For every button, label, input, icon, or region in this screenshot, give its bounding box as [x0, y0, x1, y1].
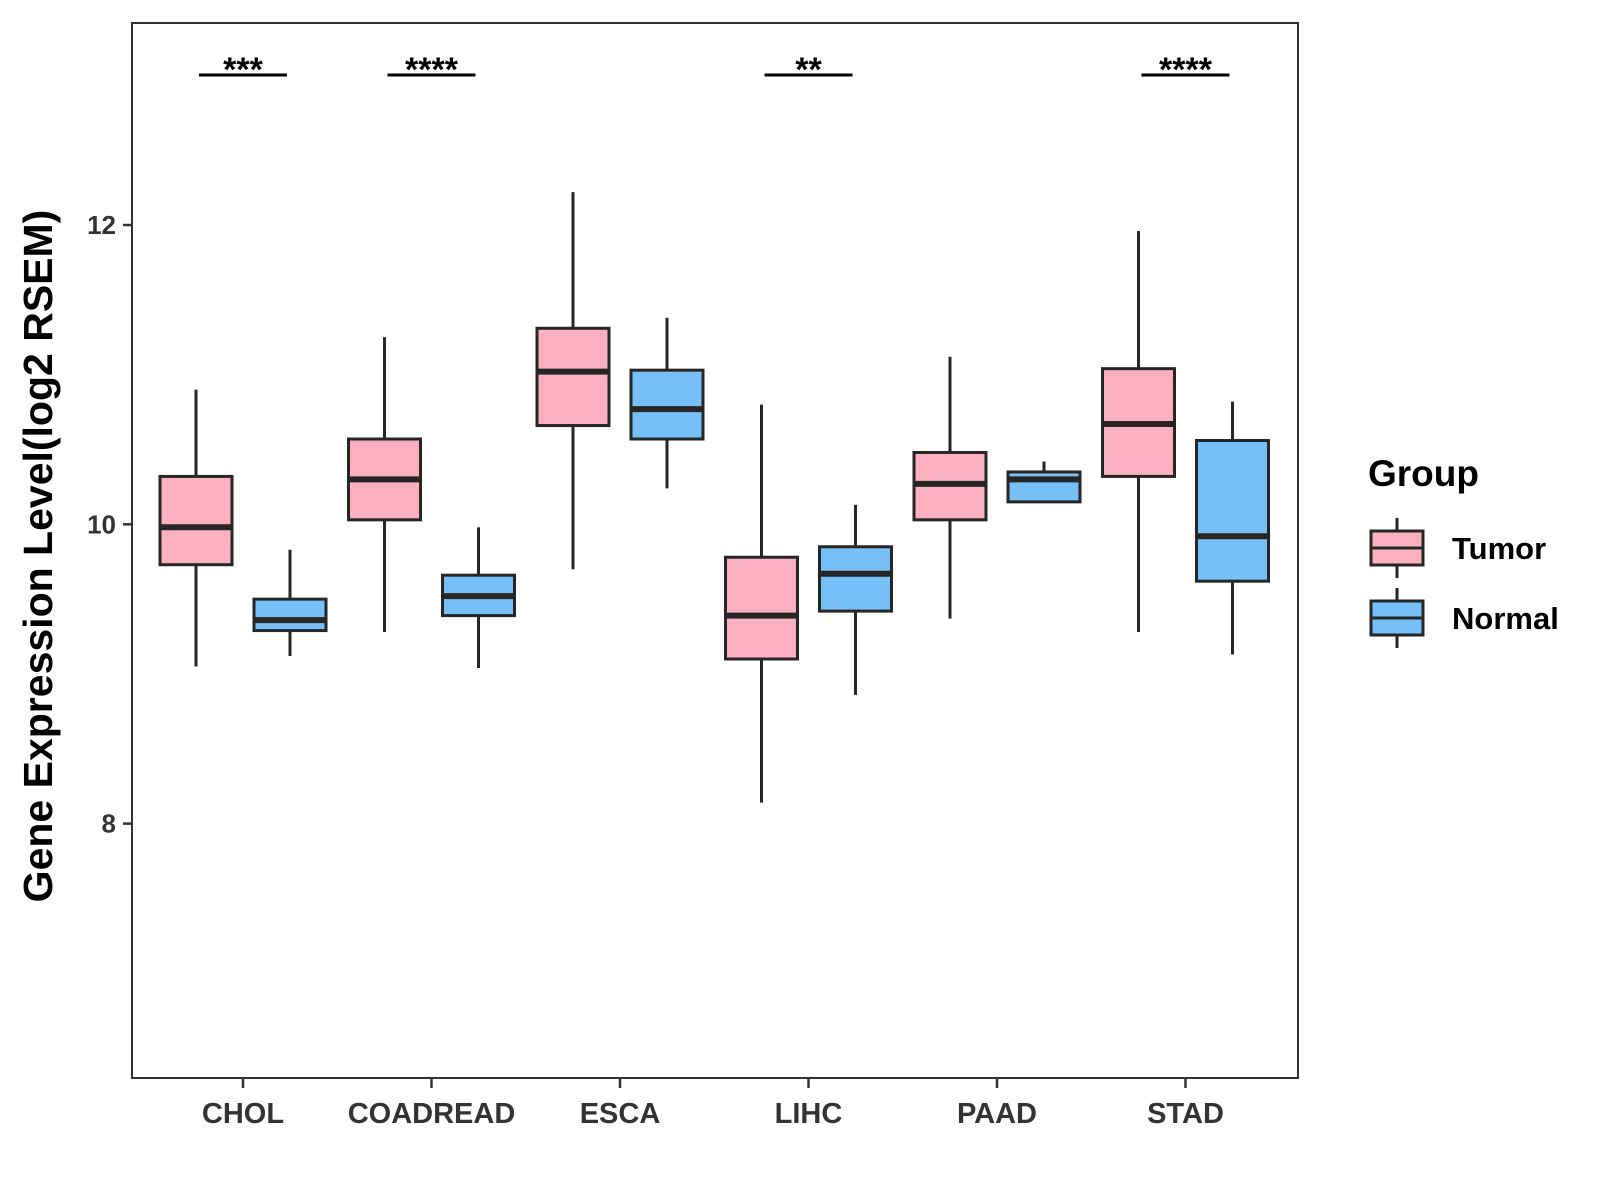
x-tick-label-esca: ESCA [580, 1098, 661, 1130]
significance-label-lihc: ** [795, 51, 822, 89]
x-tick-label-coadread: COADREAD [348, 1098, 516, 1130]
box-normal-chol [252, 549, 328, 656]
box-normal-esca [629, 317, 705, 489]
box-tumor-esca [535, 192, 611, 570]
box-iqr [535, 326, 611, 428]
legend-label-tumor: Tumor [1452, 531, 1546, 566]
x-tick-label-paad: PAAD [957, 1098, 1037, 1130]
significance-label-stad: **** [1159, 51, 1213, 89]
box-tumor-chol [158, 389, 234, 667]
legend-item-tumor: Tumor [1369, 518, 1546, 578]
box-iqr [1195, 439, 1270, 583]
plot-panel-border [131, 22, 1299, 1079]
box-tumor-lihc [724, 404, 799, 803]
plot-area [131, 22, 1299, 1079]
legend-title: Group [1368, 453, 1479, 494]
significance-label-chol: *** [223, 51, 263, 89]
box-iqr [818, 545, 893, 613]
box-iqr [629, 368, 705, 441]
box-iqr [252, 597, 328, 633]
box-normal-coadread [441, 527, 516, 668]
legend-item-normal: Normal [1369, 588, 1559, 648]
legend-label-normal: Normal [1452, 601, 1559, 636]
box-tumor-paad [912, 356, 988, 619]
box-tumor-stad [1101, 231, 1176, 633]
y-axis-title: Gene Expression Level(log2 RSEM) [15, 210, 61, 903]
significance-layer: *** **** ** **** [199, 51, 1230, 89]
box-tumor-coadread [347, 337, 422, 633]
box-normal-stad [1195, 401, 1270, 655]
box-normal-lihc [818, 504, 893, 695]
boxes-layer [158, 192, 1270, 803]
legend: Group Tumor Normal [1368, 453, 1559, 648]
significance-label-coadread: **** [405, 51, 459, 89]
axes-layer: 8 10 12 CHOL COADREAD ESCA LIHC PAAD STAD [87, 210, 1224, 1130]
box-iqr [158, 474, 234, 567]
x-tick-label-chol: CHOL [202, 1098, 284, 1130]
x-tick-label-stad: STAD [1147, 1098, 1224, 1130]
x-tick-label-lihc: LIHC [775, 1098, 843, 1130]
box-normal-paad [1006, 461, 1082, 504]
y-tick-label-8: 8 [102, 809, 116, 839]
y-tick-label-10: 10 [87, 509, 116, 539]
y-tick-label-12: 12 [87, 210, 116, 240]
box-iqr [724, 555, 799, 661]
